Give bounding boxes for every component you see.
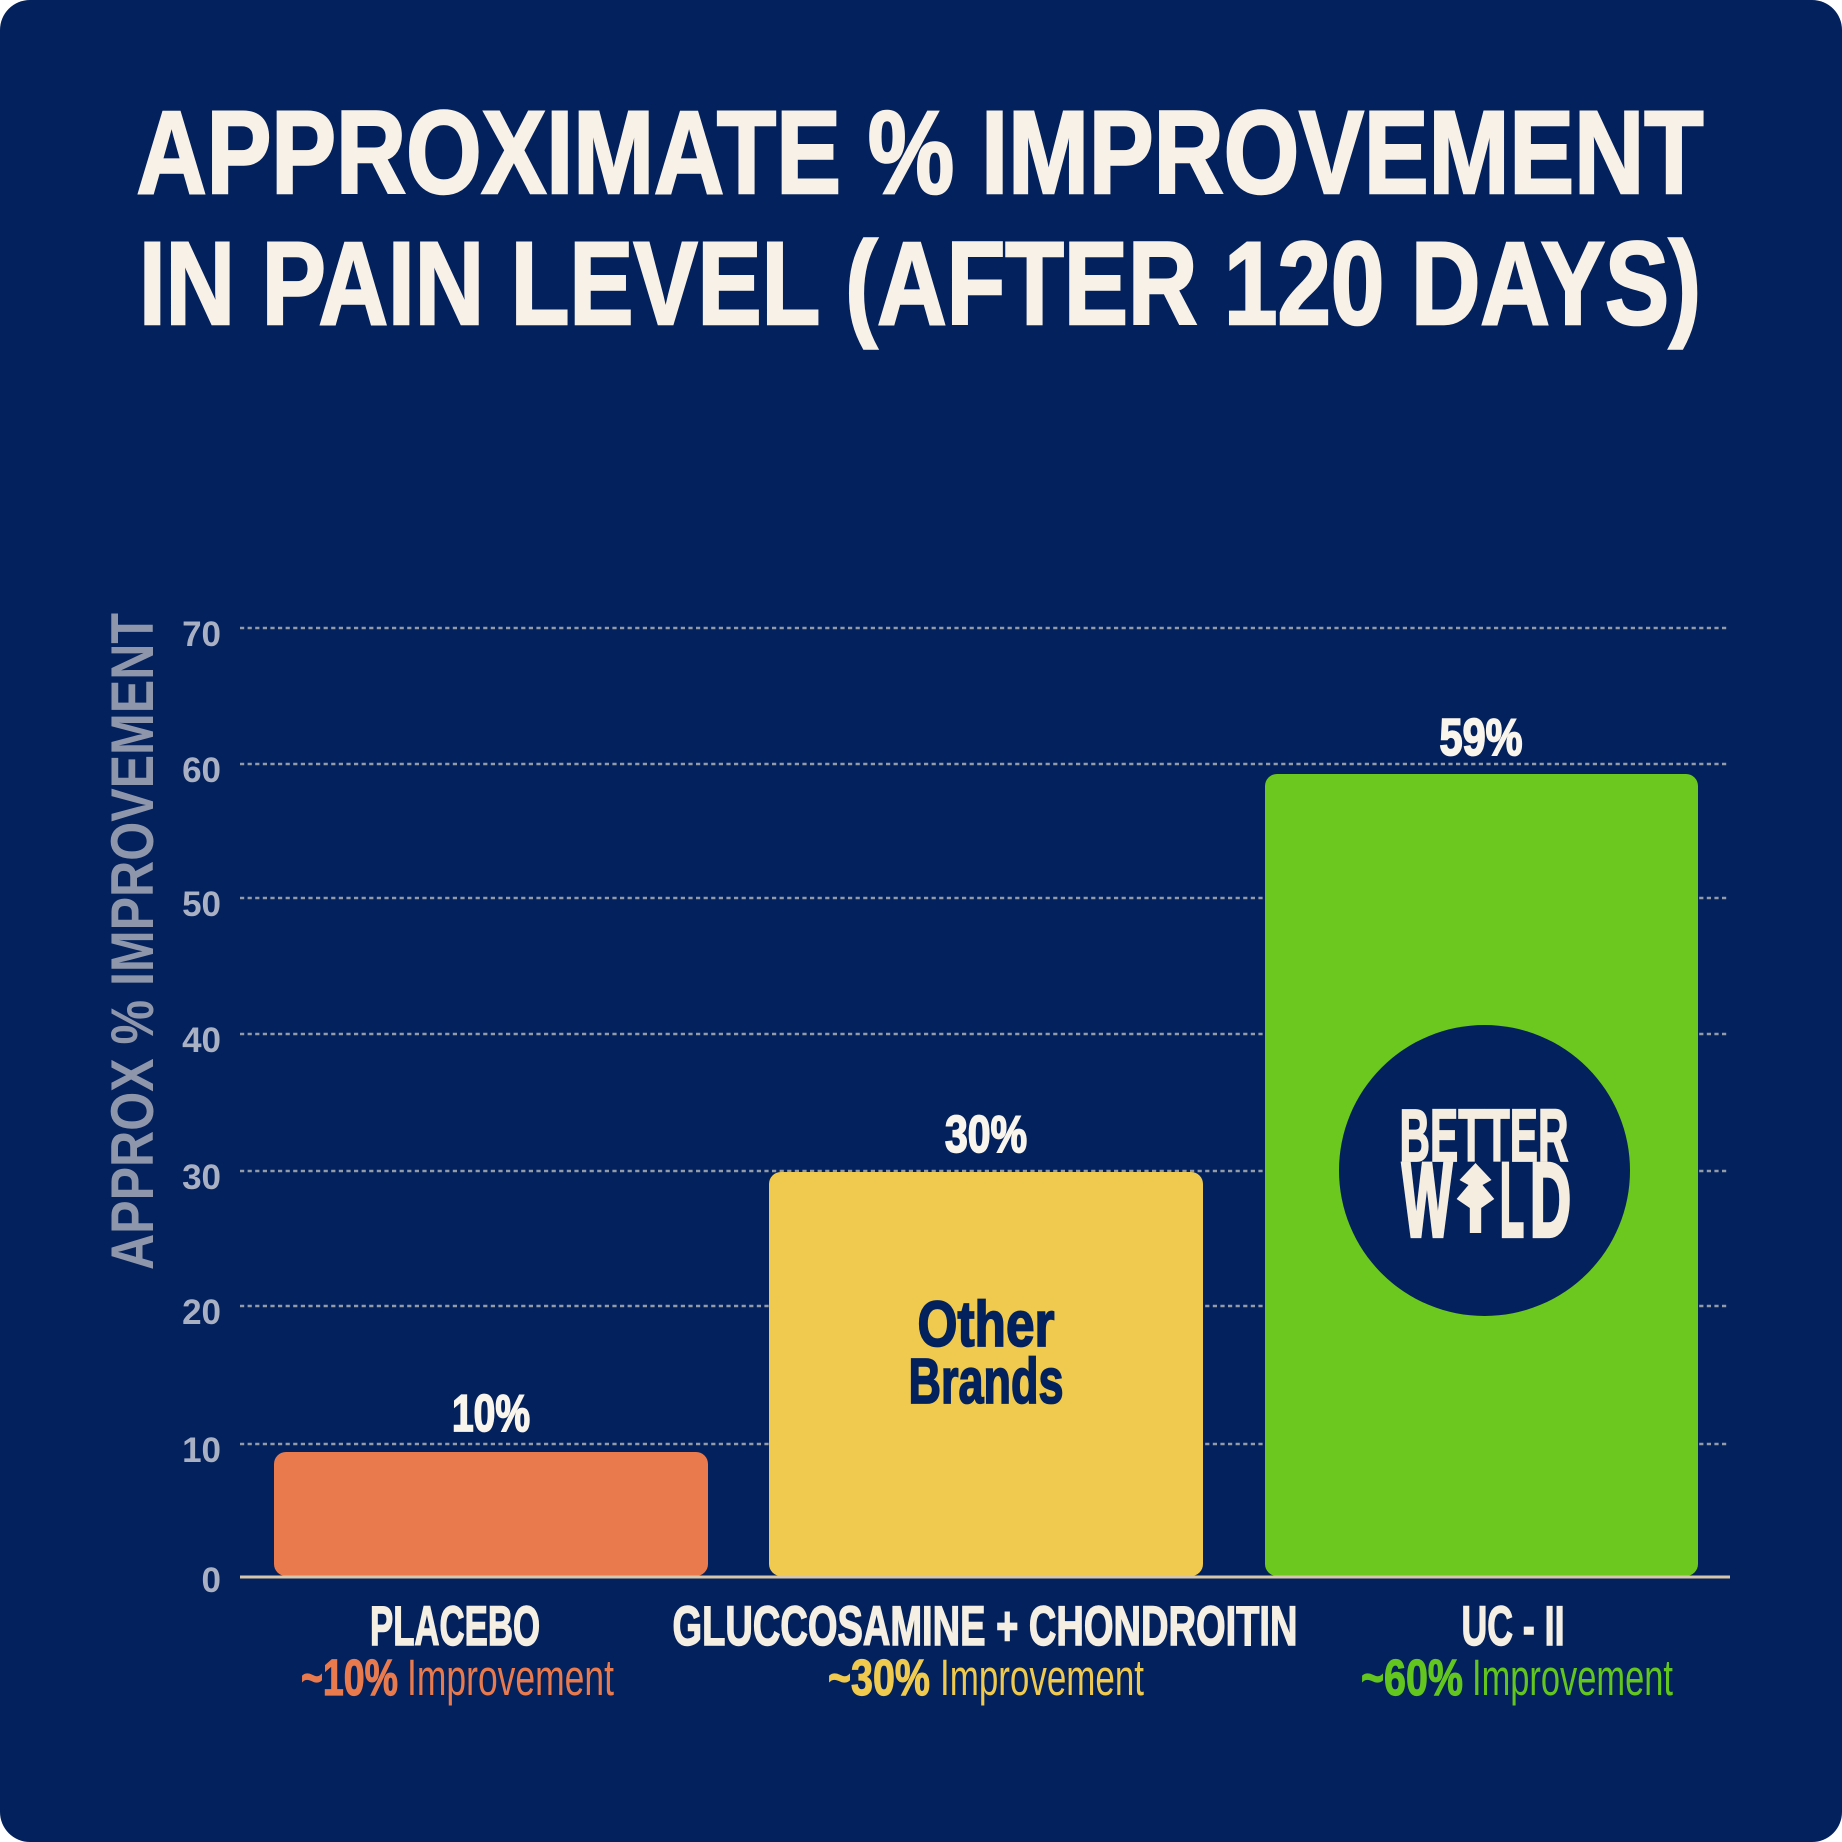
svg-text:Brands: Brands bbox=[909, 1345, 1064, 1417]
svg-text:40: 40 bbox=[182, 1021, 221, 1060]
svg-text:0: 0 bbox=[202, 1561, 221, 1600]
svg-text:UC - II: UC - II bbox=[1462, 1594, 1565, 1657]
svg-text:GLUCCOSAMINE + CHONDROITIN: GLUCCOSAMINE + CHONDROITIN bbox=[673, 1594, 1298, 1657]
svg-text:Improvement: Improvement bbox=[407, 1649, 614, 1706]
svg-text:10: 10 bbox=[182, 1431, 221, 1470]
svg-text:70: 70 bbox=[182, 615, 221, 654]
svg-text:Improvement: Improvement bbox=[1472, 1649, 1673, 1706]
svg-text:59%: 59% bbox=[1440, 709, 1523, 767]
svg-text:D: D bbox=[1530, 1142, 1571, 1259]
svg-text:PLACEBO: PLACEBO bbox=[370, 1594, 540, 1657]
svg-text:Other: Other bbox=[918, 1288, 1055, 1360]
svg-text:10%: 10% bbox=[452, 1385, 530, 1443]
svg-text:L: L bbox=[1500, 1142, 1524, 1259]
svg-text:30: 30 bbox=[182, 1158, 221, 1197]
svg-text:IN PAIN LEVEL (AFTER 120 DAYS): IN PAIN LEVEL (AFTER 120 DAYS) bbox=[139, 218, 1701, 350]
svg-text:60: 60 bbox=[182, 751, 221, 790]
svg-text:APPROX % IMPROVEMENT: APPROX % IMPROVEMENT bbox=[99, 613, 166, 1270]
svg-text:~10%: ~10% bbox=[301, 1649, 398, 1706]
svg-text:W: W bbox=[1402, 1142, 1452, 1259]
svg-text:Improvement: Improvement bbox=[940, 1649, 1144, 1706]
svg-text:~60%: ~60% bbox=[1361, 1649, 1463, 1706]
svg-text:50: 50 bbox=[182, 885, 221, 924]
svg-text:20: 20 bbox=[182, 1293, 221, 1332]
svg-text:BETTER: BETTER bbox=[1400, 1094, 1569, 1177]
svg-text:30%: 30% bbox=[945, 1106, 1027, 1164]
svg-text:~30%: ~30% bbox=[828, 1649, 930, 1706]
svg-text:APPROXIMATE % IMPROVEMENT: APPROXIMATE % IMPROVEMENT bbox=[137, 87, 1704, 219]
